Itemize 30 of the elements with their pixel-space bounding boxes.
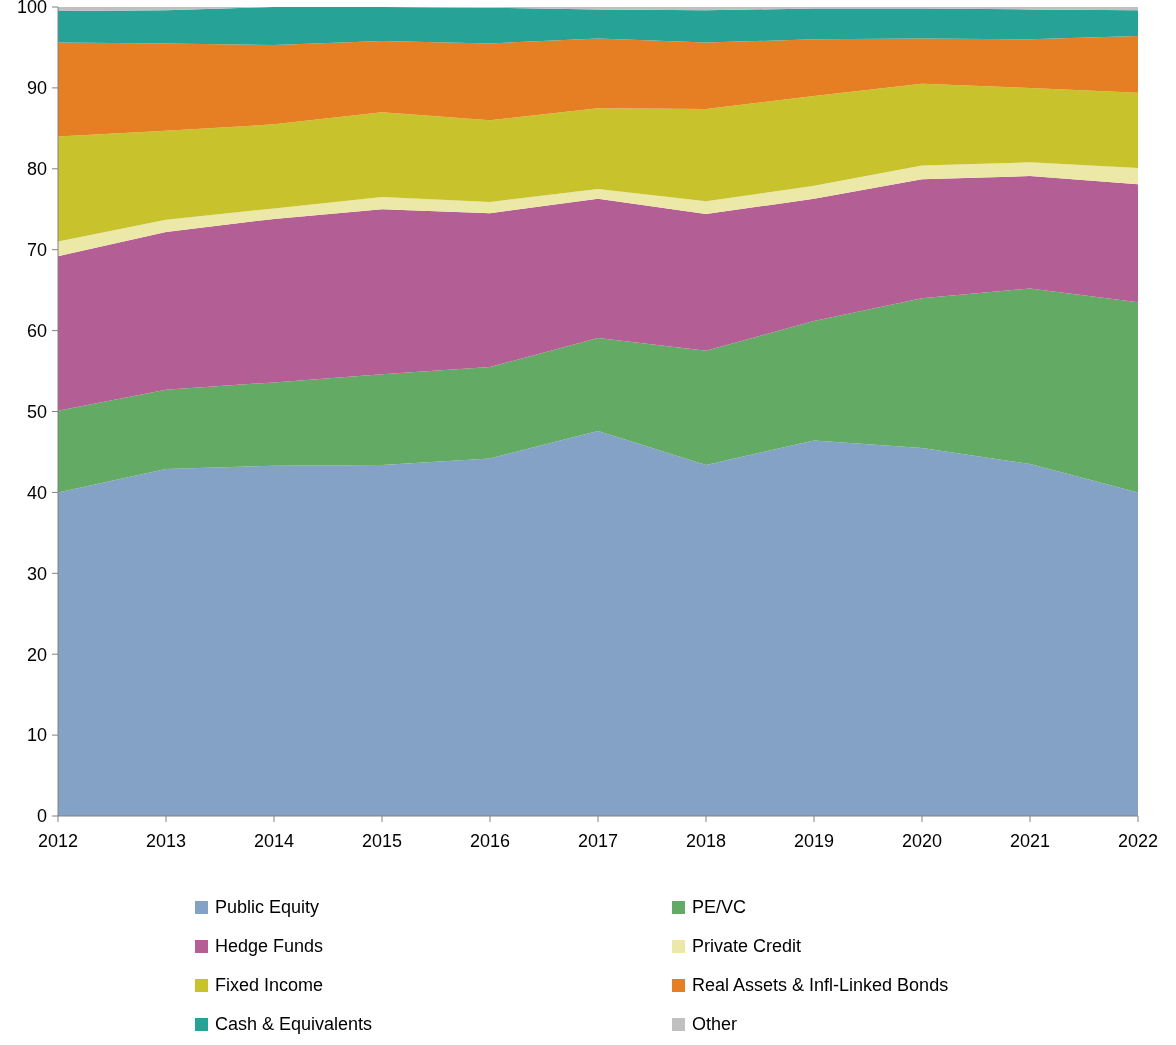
- y-tick-label: 70: [26, 240, 47, 260]
- legend-label: Cash & Equivalents: [215, 1014, 373, 1035]
- y-tick-label: 30: [26, 563, 47, 584]
- x-tick-label: 2017: [577, 831, 619, 851]
- y-tick-label: 60: [26, 320, 47, 341]
- x-tick-label: 2020: [901, 831, 943, 851]
- x-tick-label: 2015: [361, 831, 403, 851]
- legend-label: Public Equity: [215, 897, 320, 918]
- x-tick-label: 2019: [793, 831, 835, 851]
- x-tick-label: 2022: [1117, 831, 1159, 851]
- y-tick-label: 20: [26, 644, 47, 665]
- y-tick-label: 50: [26, 401, 47, 422]
- legend-label: Other: [692, 1014, 738, 1035]
- x-tick-label: 2013: [145, 831, 187, 851]
- y-tick-label: 100: [16, 0, 47, 18]
- legend-label: Private Credit: [692, 936, 802, 957]
- legend-label: Fixed Income: [215, 975, 324, 996]
- legend-label: Hedge Funds: [215, 936, 324, 957]
- x-tick-label: 2016: [469, 831, 511, 851]
- y-tick-label: 40: [26, 482, 47, 503]
- legend-label: PE/VC: [692, 897, 747, 918]
- x-tick-label: 2012: [37, 831, 79, 851]
- y-tick-label: 10: [26, 725, 47, 746]
- x-tick-label: 2018: [685, 831, 727, 851]
- y-tick-label: 80: [26, 159, 47, 180]
- x-tick-label: 2021: [1009, 831, 1051, 851]
- y-tick-label: 90: [26, 78, 47, 99]
- legend-label: Real Assets & Infl-Linked Bonds: [692, 975, 949, 996]
- x-tick-label: 2014: [253, 831, 295, 851]
- y-tick-label: 0: [36, 806, 47, 827]
